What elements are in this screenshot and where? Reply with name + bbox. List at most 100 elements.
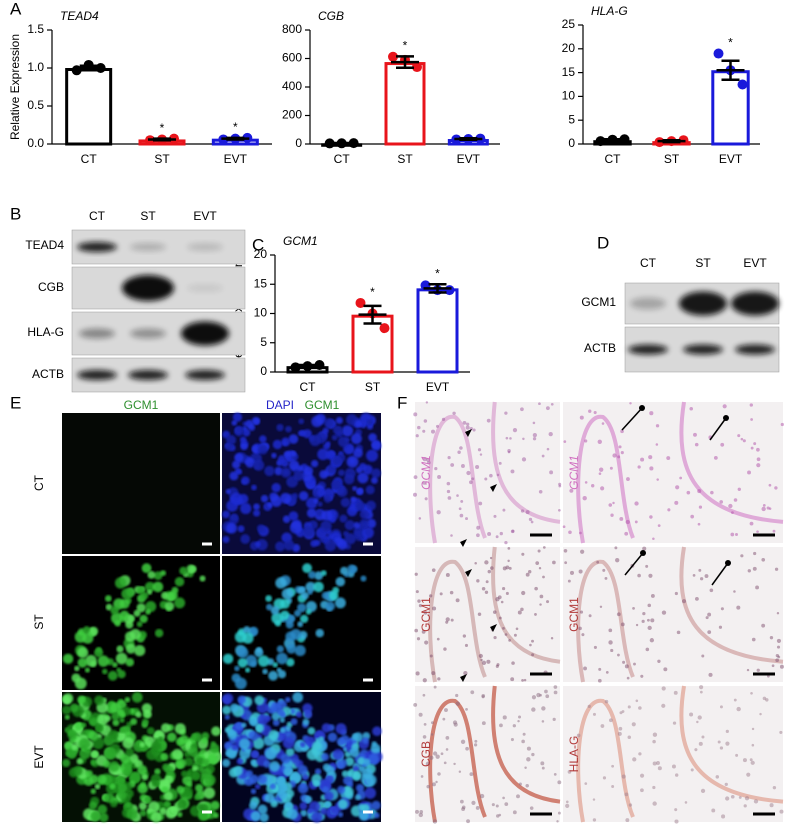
nucleus bbox=[351, 433, 362, 445]
nucleus bbox=[336, 737, 345, 746]
cell bbox=[652, 801, 657, 806]
nucleus bbox=[285, 802, 292, 808]
nucleus bbox=[285, 657, 295, 667]
cell bbox=[650, 593, 655, 598]
lane-label: CT bbox=[640, 256, 657, 270]
nucleus bbox=[121, 588, 133, 600]
nucleus bbox=[325, 765, 335, 776]
nucleus bbox=[297, 430, 304, 436]
nucleus bbox=[140, 783, 146, 790]
cell bbox=[541, 766, 545, 770]
x-tick-label: CT bbox=[334, 152, 351, 166]
cell bbox=[715, 775, 720, 779]
nucleus bbox=[89, 717, 99, 727]
error-bar bbox=[221, 136, 250, 141]
blot-band bbox=[130, 243, 166, 251]
cell bbox=[661, 686, 666, 691]
cell bbox=[536, 692, 541, 698]
cell bbox=[624, 792, 629, 797]
nucleus bbox=[104, 595, 112, 602]
cell bbox=[508, 566, 512, 570]
nucleus bbox=[119, 610, 130, 621]
cell bbox=[719, 746, 724, 750]
channel-label: DAPI bbox=[266, 398, 294, 412]
blot-band bbox=[77, 370, 117, 380]
cell bbox=[504, 411, 508, 415]
cell bbox=[424, 640, 429, 645]
cell bbox=[690, 514, 695, 519]
nucleus bbox=[257, 655, 270, 667]
nucleus bbox=[94, 648, 104, 658]
cell bbox=[720, 442, 725, 447]
cell bbox=[512, 428, 518, 433]
cell bbox=[490, 566, 494, 570]
nucleus bbox=[302, 429, 312, 439]
nucleus bbox=[370, 476, 378, 484]
nucleus bbox=[361, 767, 373, 779]
blot-band bbox=[130, 328, 166, 339]
cell bbox=[422, 481, 427, 485]
nucleus bbox=[104, 747, 117, 760]
cell bbox=[422, 693, 426, 697]
nucleus bbox=[286, 808, 298, 820]
nucleus bbox=[222, 535, 230, 543]
cell bbox=[557, 811, 561, 815]
cell bbox=[562, 525, 566, 529]
nucleus bbox=[335, 723, 347, 735]
nucleus bbox=[240, 442, 248, 451]
nucleus bbox=[197, 803, 204, 811]
cell bbox=[733, 590, 736, 593]
cell bbox=[444, 708, 448, 713]
row-label: ST bbox=[32, 614, 46, 630]
nucleus bbox=[270, 606, 280, 615]
row-label: ACTB bbox=[32, 367, 64, 381]
nucleus bbox=[192, 765, 199, 772]
nucleus bbox=[188, 747, 199, 758]
nucleus bbox=[338, 469, 345, 477]
cell bbox=[599, 605, 603, 609]
panel-letter: F bbox=[397, 393, 407, 412]
cell bbox=[459, 513, 464, 518]
cell bbox=[437, 677, 441, 681]
cell bbox=[544, 689, 548, 694]
cell bbox=[507, 559, 510, 563]
nucleus bbox=[276, 423, 284, 432]
nucleus bbox=[101, 668, 108, 675]
nucleus bbox=[250, 810, 261, 822]
tissue-outline bbox=[428, 401, 561, 544]
nucleus bbox=[152, 780, 159, 787]
row-label: HLA-G bbox=[27, 325, 64, 339]
nucleus bbox=[270, 495, 282, 507]
nucleus bbox=[192, 770, 201, 780]
cell bbox=[615, 558, 620, 563]
nucleus bbox=[163, 791, 173, 801]
nucleus bbox=[368, 433, 377, 442]
error-bar bbox=[391, 55, 419, 70]
data-point bbox=[388, 51, 398, 62]
nucleus bbox=[116, 645, 124, 653]
nucleus bbox=[302, 718, 310, 726]
cell bbox=[495, 804, 499, 808]
cell bbox=[538, 489, 543, 494]
nucleus bbox=[320, 520, 332, 532]
nucleus bbox=[254, 783, 261, 790]
nucleus bbox=[245, 667, 251, 673]
cell bbox=[638, 706, 642, 710]
stain-label: GCM1 bbox=[419, 597, 433, 632]
nucleus bbox=[319, 469, 329, 479]
nucleus bbox=[151, 741, 161, 751]
nucleus bbox=[313, 498, 319, 504]
nucleus bbox=[148, 801, 160, 813]
cell bbox=[525, 510, 530, 515]
cell bbox=[413, 492, 417, 497]
cell bbox=[422, 457, 427, 462]
cell bbox=[450, 534, 453, 537]
nucleus bbox=[160, 753, 169, 761]
cell bbox=[549, 470, 554, 475]
cell bbox=[442, 717, 446, 721]
cell bbox=[755, 585, 759, 590]
cell bbox=[661, 703, 666, 708]
nucleus bbox=[277, 670, 287, 679]
nucleus bbox=[234, 665, 240, 672]
nucleus bbox=[350, 565, 358, 573]
